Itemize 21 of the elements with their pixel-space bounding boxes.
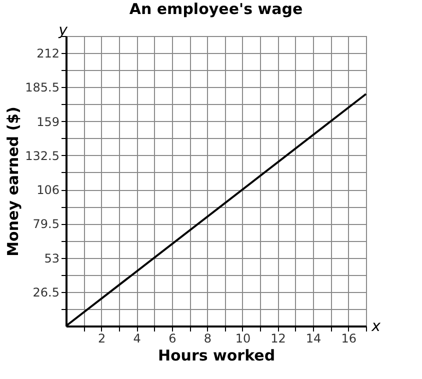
y-tick-label: 185.5 (25, 80, 60, 95)
y-tick-label: 26.5 (32, 285, 60, 300)
x-tick-label: 8 (204, 332, 212, 346)
x-tick-label: 10 (235, 332, 251, 346)
x-tick-label: 6 (168, 332, 176, 346)
x-tick-label: 14 (306, 332, 322, 346)
y-tick-label: 53 (44, 251, 60, 266)
text: x (370, 317, 381, 335)
chart-title: An employee's wage (129, 0, 303, 18)
y-tick-label: 132.5 (25, 148, 60, 163)
x-tick-label: 16 (341, 332, 356, 346)
y-tick-label: 106 (36, 183, 60, 198)
y-tick-label: 79.5 (32, 217, 60, 232)
annotation: y (58, 21, 69, 39)
x-tick-label: 4 (133, 332, 141, 346)
x-axis-title: Hours worked (158, 346, 276, 364)
x-tick-label: 12 (270, 332, 286, 346)
y-tick-label: 212 (36, 46, 60, 61)
y-tick-label: 159 (36, 114, 60, 129)
x-tick-label: 2 (98, 332, 106, 346)
y-axis-title: Money earned ($) (4, 106, 22, 256)
